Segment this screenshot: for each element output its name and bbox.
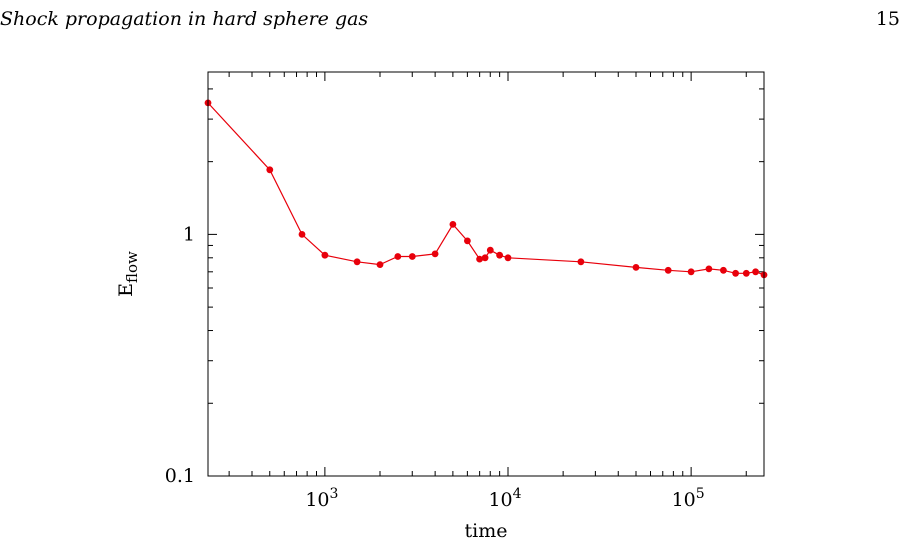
x-tick-label: 105 (672, 486, 705, 511)
x-tick-label: 104 (488, 486, 521, 511)
data-point (353, 258, 361, 266)
data-point (449, 221, 457, 228)
data-point (431, 250, 439, 258)
plot-frame (207, 71, 765, 477)
data-point (476, 255, 483, 263)
data-point (720, 266, 727, 274)
data-point (752, 268, 759, 276)
data-point (376, 261, 384, 268)
data-point (687, 268, 695, 276)
data-point (705, 265, 713, 273)
data-point (742, 269, 750, 277)
x-tick-label: 103 (305, 486, 338, 511)
y-tick-label: 0.1 (165, 465, 195, 487)
data-point (632, 264, 640, 271)
tick-marks (208, 72, 764, 477)
running-header: Shock propagation in hard sphere gas 15 (0, 8, 900, 38)
data-point (481, 254, 489, 262)
data-point (321, 251, 329, 259)
data-point (577, 258, 585, 266)
data-point (394, 253, 402, 260)
data-point (266, 166, 274, 174)
data-point (496, 251, 503, 259)
data-point (664, 266, 672, 274)
data-point (732, 269, 739, 277)
data-point (504, 254, 512, 262)
data-point (464, 237, 471, 245)
running-title: Shock propagation in hard sphere gas (0, 8, 369, 30)
data-points (204, 99, 768, 279)
page-number: 15 (875, 8, 900, 30)
x-axis-label: time (465, 520, 508, 542)
y-axis-label: Eflow (115, 251, 141, 297)
data-point (486, 246, 494, 254)
data-point (408, 253, 416, 260)
y-axis-label-sub: flow (123, 251, 141, 283)
series-line (207, 102, 765, 276)
tick-labels: 103 104 105 1 0.1 (165, 223, 705, 511)
y-tick-label: 1 (183, 223, 195, 245)
data-point (298, 231, 306, 238)
y-axis-label-main: E (115, 283, 137, 297)
